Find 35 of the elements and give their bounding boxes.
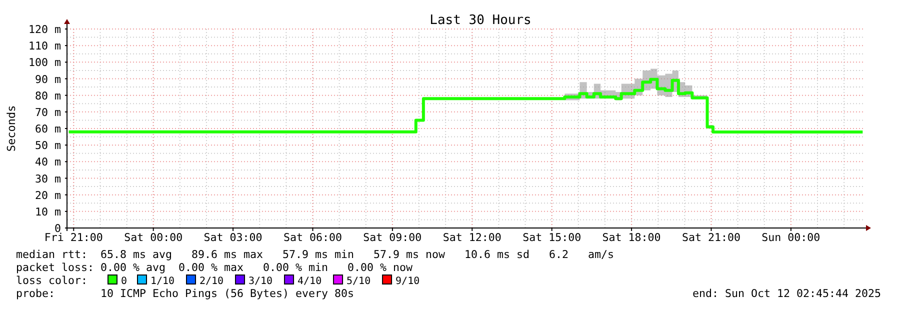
y-tick-label: 70 m	[34, 106, 61, 119]
legend-label: 2/10	[200, 276, 224, 287]
x-tick-label: Sun 00:00	[762, 231, 820, 244]
text: probe: 10 ICMP Echo Pings (56 Bytes) every 80s	[16, 287, 354, 300]
x-tick-label: Sat 21:00	[682, 231, 740, 244]
x-tick-label: Sat 09:00	[363, 231, 422, 244]
text: end: Sun Oct 12 02:45:44 2025	[692, 287, 881, 300]
legend-label: 4/10	[298, 276, 322, 287]
x-tick-label: Sat 15:00	[522, 231, 582, 244]
legend-title: loss color:	[16, 274, 88, 287]
y-tick-label: 50 m	[34, 139, 61, 152]
legend-label: 1/10	[150, 276, 175, 287]
x-tick-label: Sat 06:00	[283, 231, 342, 244]
y-tick-label: 120 m	[28, 23, 61, 36]
y-tick-label: 30 m	[34, 172, 61, 186]
y-tick-label: 60 m	[34, 122, 61, 136]
y-tick-label: 110 m	[28, 40, 61, 53]
legend-label: 3/10	[248, 276, 273, 287]
y-tick-label: 90 m	[34, 72, 61, 86]
text: median rtt: 65.8 ms avg 89.6 ms max 57.9 ms min 57.9 ms now 10.6 ms sd 6.2 am/s	[16, 248, 614, 261]
legend-label: 0	[121, 276, 128, 287]
y-tick-label: 100 m	[28, 56, 61, 70]
x-tick-label: Sat 18:00	[602, 231, 661, 244]
y-tick-label: 20 m	[34, 188, 61, 202]
text: packet loss: 0.00 % avg 0.00 % max 0.00 % min 0.00 % now	[16, 261, 414, 274]
y-tick-label: 10 m	[34, 205, 61, 218]
legend-label: 5/10	[346, 276, 371, 287]
x-tick-label: Sat 00:00	[124, 231, 183, 244]
y-tick-label: 80 m	[34, 89, 61, 102]
chart-title: Last 30 Hours	[430, 13, 532, 28]
x-tick-label: Sat 12:00	[442, 231, 502, 244]
x-tick-label: Sat 03:00	[204, 231, 262, 244]
y-tick-label: 40 m	[34, 156, 61, 169]
legend-label: 9/10	[396, 276, 420, 287]
y-axis-title: Seconds	[5, 105, 18, 152]
